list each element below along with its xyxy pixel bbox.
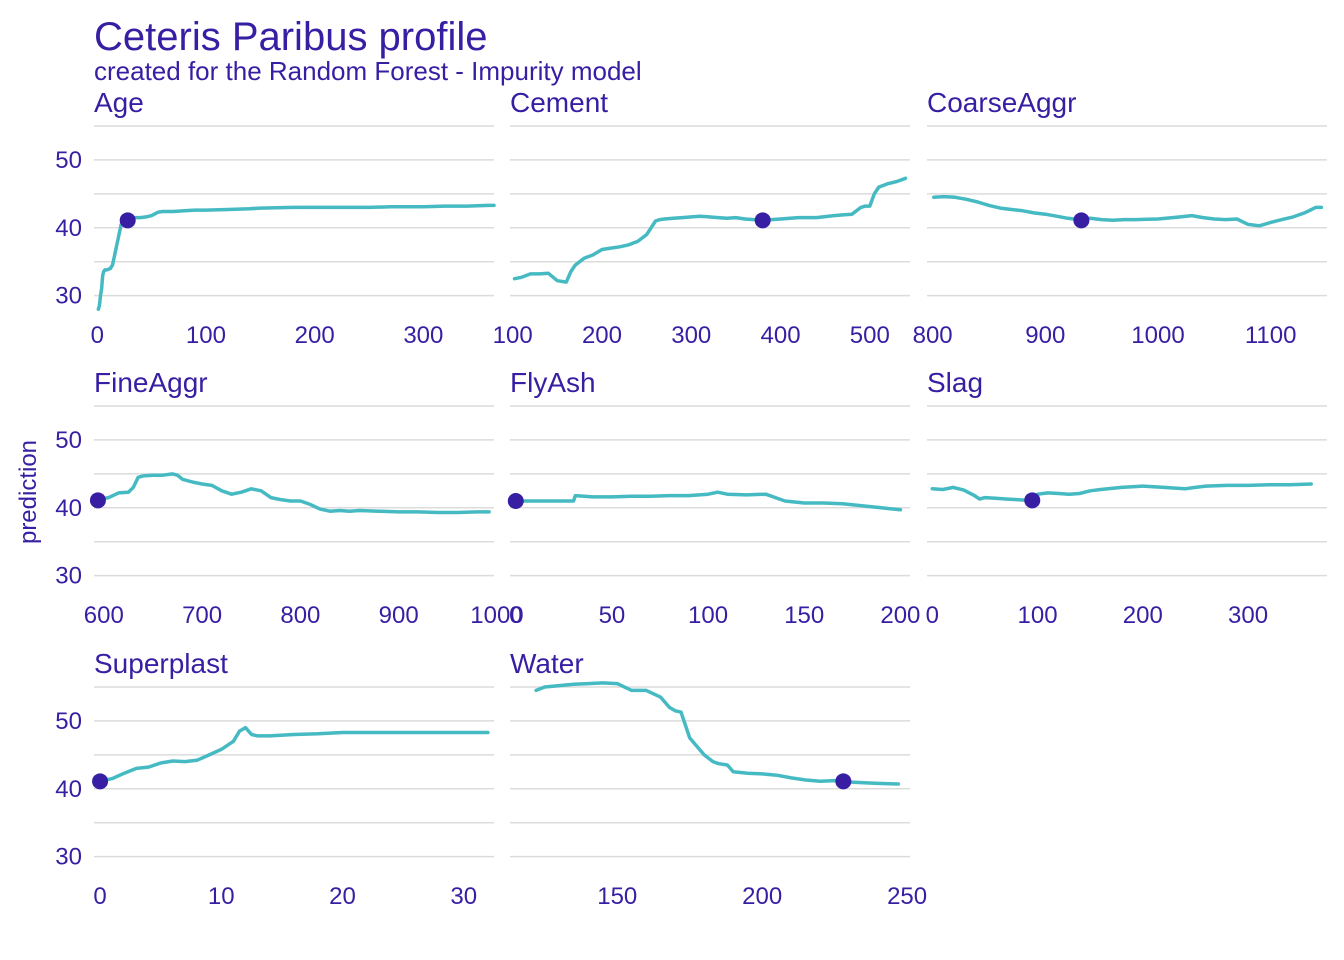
x-tick-label: 200 bbox=[1123, 602, 1163, 629]
x-tick-label: 400 bbox=[761, 322, 801, 349]
observation-point-coarseaggr bbox=[1073, 212, 1090, 229]
x-tick-label: 200 bbox=[582, 322, 622, 349]
panel-coarseaggr: CoarseAggr 800 900 1000 1100 bbox=[913, 87, 1327, 349]
x-tick-label: 0 bbox=[93, 883, 106, 910]
x-tick-label: 100 bbox=[493, 322, 533, 349]
x-tick-label: 50 bbox=[599, 602, 626, 629]
x-tick-label: 1000 bbox=[1131, 322, 1184, 349]
x-tick-label: 10 bbox=[208, 883, 235, 910]
panel-title: Water bbox=[510, 648, 584, 679]
panel-title: Superplast bbox=[94, 648, 228, 679]
panel-slag: Slag 0 100 200 300 bbox=[926, 367, 1327, 629]
panel-cement: Cement 100 200 300 400 500 bbox=[493, 87, 910, 349]
y-tick-label: 30 bbox=[55, 844, 82, 871]
x-tick-label: 900 bbox=[1025, 322, 1065, 349]
x-tick-label: 500 bbox=[850, 322, 890, 349]
x-tick-label: 300 bbox=[671, 322, 711, 349]
x-tick-label: 0 bbox=[926, 602, 939, 629]
x-tick-label: 250 bbox=[887, 883, 927, 910]
profile-line-coarseaggr bbox=[932, 194, 1324, 228]
observation-point-flyash bbox=[507, 493, 524, 509]
x-tick-label: 300 bbox=[1228, 602, 1268, 629]
x-tick-label: 300 bbox=[403, 322, 443, 349]
panel-title: FlyAsh bbox=[510, 367, 596, 398]
x-tick-label: 150 bbox=[784, 602, 824, 629]
x-tick-label: 200 bbox=[880, 602, 920, 629]
x-tick-label: 20 bbox=[329, 883, 356, 910]
x-tick-label: 200 bbox=[295, 322, 335, 349]
y-tick-label: 30 bbox=[55, 283, 82, 310]
y-tick-label: 30 bbox=[55, 563, 82, 590]
observation-point-age bbox=[119, 212, 136, 229]
panel-title: Cement bbox=[510, 87, 608, 118]
panel-title: Slag bbox=[927, 367, 983, 398]
profile-line-slag bbox=[930, 482, 1313, 503]
x-tick-label: 100 bbox=[186, 322, 226, 349]
panel-superplast: Superplast 30 40 50 0 10 20 30 bbox=[55, 648, 494, 910]
profile-line-age bbox=[96, 203, 496, 311]
y-tick-label: 40 bbox=[55, 215, 82, 242]
observation-point-superplast bbox=[92, 773, 109, 790]
x-tick-label: 700 bbox=[182, 602, 222, 629]
x-tick-label: 0 bbox=[509, 602, 522, 629]
x-tick-label: 600 bbox=[84, 602, 124, 629]
y-axis-label: prediction bbox=[15, 440, 42, 544]
observation-point-water bbox=[835, 773, 852, 790]
profile-line-superplast bbox=[98, 725, 490, 784]
observation-point-fineaggr bbox=[89, 492, 106, 509]
chart-title: Ceteris Paribus profile bbox=[94, 15, 488, 59]
x-tick-label: 1100 bbox=[1245, 322, 1297, 349]
x-tick-label: 0 bbox=[91, 322, 104, 349]
panel-title: CoarseAggr bbox=[927, 87, 1076, 118]
x-tick-label: 150 bbox=[597, 883, 637, 910]
x-tick-label: 900 bbox=[379, 602, 419, 629]
x-tick-label: 30 bbox=[450, 883, 477, 910]
x-tick-label: 100 bbox=[1018, 602, 1058, 629]
profile-line-flyash bbox=[514, 490, 903, 512]
y-tick-label: 50 bbox=[55, 147, 82, 174]
panel-flyash: FlyAsh 0 50 100 150 200 bbox=[507, 367, 920, 629]
x-tick-label: 1000 bbox=[470, 602, 523, 629]
panel-title: FineAggr bbox=[94, 367, 208, 398]
profile-line-cement bbox=[512, 176, 908, 284]
observation-point-cement bbox=[754, 212, 771, 229]
y-tick-label: 50 bbox=[55, 427, 82, 454]
panel-water: Water 150 200 250 bbox=[510, 648, 927, 910]
y-tick-label: 50 bbox=[55, 708, 82, 735]
panel-age: Age 30 40 50 0 100 200 300 bbox=[55, 87, 496, 349]
x-tick-label: 100 bbox=[688, 602, 728, 629]
y-tick-label: 40 bbox=[55, 495, 82, 522]
observation-point-slag bbox=[1024, 492, 1041, 509]
chart-subtitle: created for the Random Forest - Impurity… bbox=[94, 56, 642, 86]
y-tick-label: 40 bbox=[55, 776, 82, 803]
panel-title: Age bbox=[94, 87, 144, 118]
panel-fineaggr: FineAggr 30 40 50 600 700 800 900 1000 bbox=[55, 367, 523, 629]
x-tick-label: 800 bbox=[280, 602, 320, 629]
profile-line-water bbox=[534, 681, 901, 786]
profile-line-fineaggr bbox=[96, 472, 491, 515]
x-tick-label: 200 bbox=[742, 883, 782, 910]
x-tick-label: 800 bbox=[913, 322, 953, 349]
